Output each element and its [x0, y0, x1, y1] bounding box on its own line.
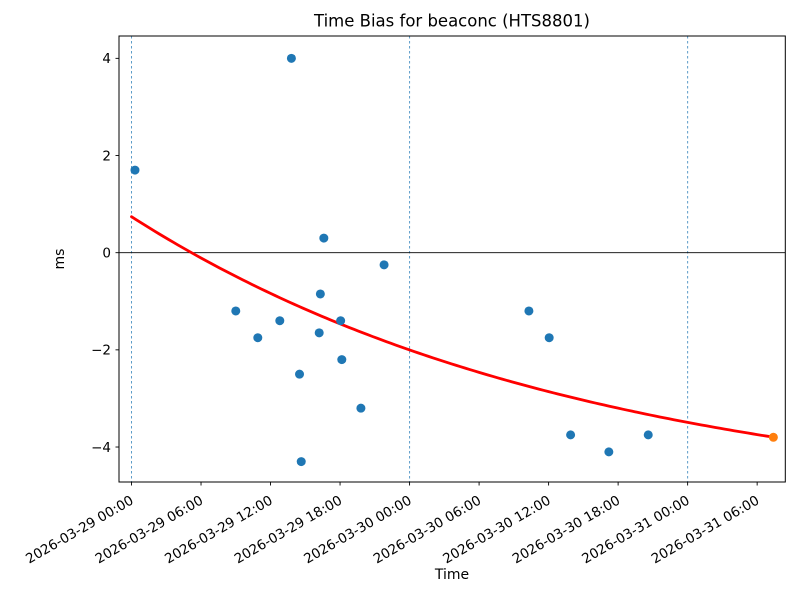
y-tick-label: 2	[102, 148, 111, 164]
data-point	[643, 430, 653, 440]
data-point	[379, 260, 389, 270]
data-point	[336, 316, 346, 326]
data-point	[524, 306, 534, 316]
data-point	[231, 306, 241, 316]
y-axis-label: ms	[52, 249, 68, 270]
y-tick-label: 4	[102, 51, 111, 67]
data-point	[566, 430, 576, 440]
data-point	[544, 333, 554, 343]
data-point	[337, 355, 347, 365]
data-point	[286, 53, 296, 63]
data-point	[130, 165, 140, 175]
x-axis-label: Time	[434, 567, 469, 583]
extrapolated-point	[768, 432, 778, 442]
data-point	[253, 333, 263, 343]
y-tick-label: 0	[102, 245, 111, 261]
data-point	[356, 403, 366, 413]
data-point	[275, 316, 285, 326]
data-point	[296, 457, 306, 467]
y-tick-label: −4	[91, 440, 111, 456]
y-tick-label: −2	[91, 343, 111, 359]
trend-curve	[130, 215, 773, 439]
data-point	[295, 369, 305, 379]
chart-title: Time Bias for beaconc (HTS8801)	[313, 12, 590, 31]
axes-box	[118, 35, 786, 483]
data-point	[315, 289, 325, 299]
data-point	[319, 233, 329, 243]
data-point	[314, 328, 324, 338]
data-point	[604, 447, 614, 457]
